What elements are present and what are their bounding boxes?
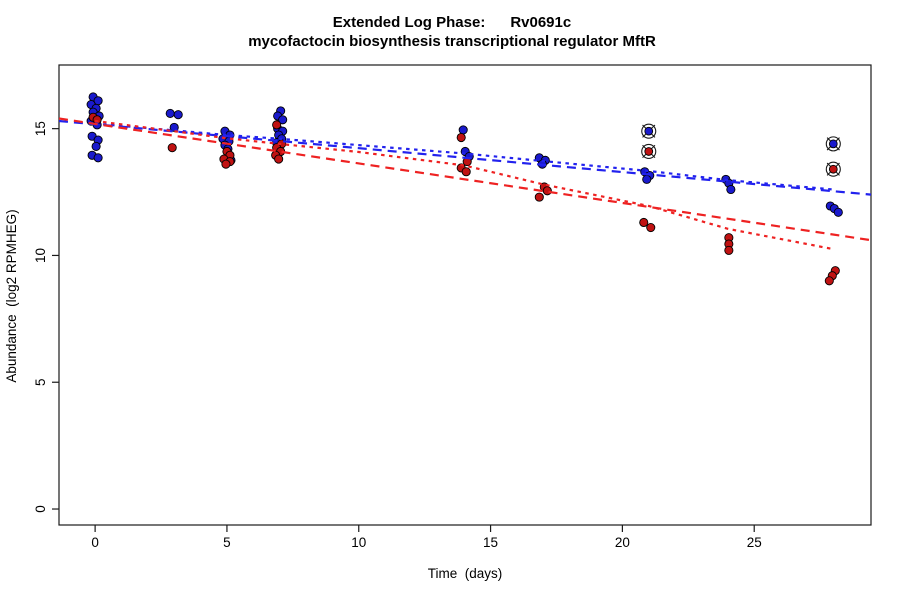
y-tick-label: 15 xyxy=(33,121,48,136)
data-point-red-replicates xyxy=(542,186,552,196)
data-point-blue-replicates xyxy=(169,122,179,132)
y-axis-label: Abundance (log2 RPMHEG) xyxy=(4,209,19,382)
trend-line-blue-smooth-fit xyxy=(95,122,834,191)
x-tick-label: 15 xyxy=(483,535,498,550)
y-tick-label: 5 xyxy=(33,378,48,386)
x-tick-label: 25 xyxy=(747,535,762,550)
data-point-red-replicates xyxy=(167,143,177,153)
plot-title-line2: mycofactocin biosynthesis transcriptiona… xyxy=(248,33,656,50)
data-point-red-replicates xyxy=(461,167,471,177)
plot-box xyxy=(58,64,872,526)
data-point-red-replicates xyxy=(824,276,834,286)
x-tick-label: 10 xyxy=(351,535,366,550)
outlier-marker-blue-flagged-outliers xyxy=(825,136,841,152)
data-point-blue-replicates xyxy=(93,153,103,163)
data-point-blue-replicates xyxy=(642,174,652,184)
trend-line-red-smooth-fit xyxy=(94,119,834,251)
data-point-red-replicates xyxy=(639,217,649,228)
data-point-red-replicates xyxy=(92,115,102,125)
data-point-red-replicates xyxy=(274,154,284,164)
x-tick-label: 5 xyxy=(223,535,231,550)
data-point-red-replicates xyxy=(456,132,466,143)
trend-line-red-linear-fit xyxy=(58,117,872,242)
outlier-marker-blue-flagged-outliers xyxy=(641,123,657,139)
data-point-red-replicates xyxy=(272,120,282,130)
data-point-red-replicates xyxy=(221,159,231,169)
data-point-red-replicates xyxy=(534,192,544,202)
data-point-blue-replicates xyxy=(165,108,175,118)
data-point-blue-replicates xyxy=(173,110,183,120)
data-point-blue-replicates xyxy=(278,115,288,125)
data-point-blue-replicates xyxy=(726,184,736,195)
outlier-marker-red-flagged-outliers xyxy=(825,161,841,177)
data-point-red-replicates xyxy=(724,245,734,255)
outlier-marker-red-flagged-outliers xyxy=(641,143,657,160)
data-point-red-replicates xyxy=(646,222,656,233)
x-tick-label: 20 xyxy=(615,535,630,550)
y-tick-label: 10 xyxy=(33,248,48,263)
x-axis-label: Time (days) xyxy=(428,566,503,581)
y-tick-label: 0 xyxy=(33,505,48,513)
trend-line-blue-linear-fit xyxy=(58,119,872,196)
x-tick-label: 0 xyxy=(91,535,99,550)
data-point-blue-replicates xyxy=(458,125,468,135)
data-point-blue-replicates xyxy=(91,141,101,151)
plot-title-line1: Extended Log Phase: Rv0691c xyxy=(333,14,571,31)
data-point-blue-replicates xyxy=(833,207,843,217)
chart-layer: 0 5 10 15 20 25 0 5 10 15 xyxy=(33,64,872,550)
